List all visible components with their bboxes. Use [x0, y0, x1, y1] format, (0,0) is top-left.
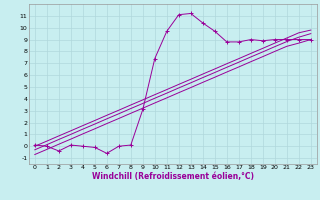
X-axis label: Windchill (Refroidissement éolien,°C): Windchill (Refroidissement éolien,°C)	[92, 172, 254, 181]
